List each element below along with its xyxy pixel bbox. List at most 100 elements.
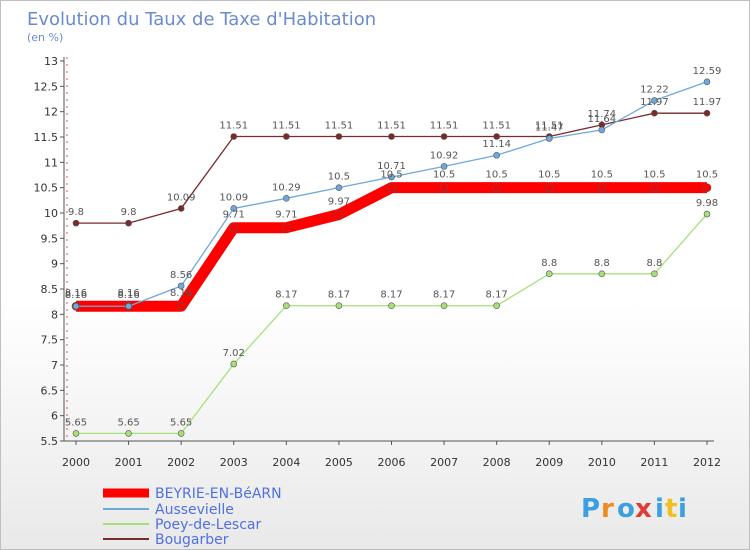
data-label: 8.16: [117, 288, 139, 299]
logo-letter: i: [678, 494, 687, 524]
data-point: [283, 195, 290, 202]
data-point: [651, 270, 658, 278]
data-label: 11.51: [272, 120, 301, 131]
data-point: [651, 109, 658, 117]
data-point: [72, 219, 80, 227]
y-tick-label: 7.5: [41, 334, 59, 347]
y-tick-label: 6.5: [41, 384, 59, 397]
data-point: [125, 430, 132, 437]
data-label: 8.16: [117, 290, 139, 301]
data-label: 8.16: [65, 290, 87, 301]
data-point: [651, 97, 658, 104]
data-label: 8.56: [170, 270, 192, 281]
data-label: 12.59: [693, 66, 722, 77]
x-tick-label: 2010: [588, 456, 616, 469]
logo-letter: x: [635, 494, 652, 524]
data-point: [440, 133, 448, 140]
x-tick-label: 2001: [115, 456, 143, 469]
data-point: [544, 183, 554, 192]
data-label: 9.97: [328, 197, 350, 208]
data-label: 11.64: [588, 114, 617, 125]
data-label: 10.5: [486, 170, 508, 181]
data-point: [440, 163, 448, 170]
data-label: 9.71: [223, 210, 245, 221]
y-tick-label: 11: [44, 156, 58, 169]
data-point: [703, 210, 711, 218]
data-point: [229, 223, 239, 232]
x-tick-label: 2002: [167, 456, 195, 469]
y-tick-label: 7: [51, 359, 58, 372]
data-label: 10.29: [272, 182, 301, 193]
y-tick-label: 9: [51, 258, 58, 271]
data-label: 9.8: [121, 207, 137, 218]
chart-subtitle: (en %): [27, 31, 63, 44]
data-point: [230, 133, 238, 140]
data-point: [440, 302, 448, 310]
data-point: [387, 183, 396, 192]
data-label: 10.5: [380, 170, 402, 181]
data-point: [72, 430, 80, 437]
data-point: [493, 151, 500, 159]
data-point: [545, 270, 553, 278]
data-point: [598, 270, 606, 278]
data-label: 11.47: [535, 123, 564, 134]
y-tick-label: 9.5: [41, 232, 59, 245]
data-label: 8.8: [594, 258, 610, 269]
x-tick-label: 2004: [272, 456, 300, 469]
data-label: 8.17: [328, 290, 350, 301]
data-label: 9.71: [275, 210, 297, 221]
axes: 5.5 6 6.5 7 7.5 8 8.5 9 9.5 10 10.5 11 11.5 12 12.5 13 2…: [34, 55, 722, 469]
data-label: 8.16: [65, 288, 87, 299]
y-tick-label: 10.5: [34, 182, 59, 195]
data-label: 10.5: [643, 170, 665, 181]
legend-label: Aussevielle: [155, 502, 234, 518]
data-point: [597, 183, 607, 192]
data-point: [125, 219, 132, 227]
y-tick-label: 5.5: [41, 435, 59, 448]
data-label: 10.5: [433, 170, 455, 181]
data-point: [439, 183, 449, 192]
data-label: 11.51: [482, 120, 511, 131]
data-label: 10.71: [377, 161, 406, 172]
data-label: 11.97: [640, 97, 669, 108]
x-tick-label: 2003: [220, 456, 248, 469]
data-label: 10.09: [167, 192, 196, 203]
y-tick-label: 10: [44, 207, 58, 220]
data-point: [334, 210, 344, 219]
data-label: 10.92: [430, 150, 459, 161]
data-point: [230, 205, 238, 212]
data-point: [177, 205, 185, 212]
data-point: [125, 302, 132, 310]
data-label: 10.5: [538, 170, 560, 181]
data-label: 12.22: [640, 85, 669, 96]
logo-letter: o: [617, 494, 635, 524]
data-point: [72, 302, 80, 310]
data-point: [598, 126, 606, 134]
data-point: [388, 173, 395, 181]
data-point: [283, 133, 290, 140]
series-line-2: [76, 213, 708, 435]
chart-title: Evolution du Taux de Taxe d'Habitation: [27, 9, 376, 30]
data-point: [176, 301, 186, 311]
data-point: [335, 302, 343, 310]
data-label: 8.8: [646, 258, 662, 269]
data-label: 7.02: [223, 348, 245, 359]
data-label: 10.5: [328, 172, 350, 183]
data-point: [283, 302, 290, 310]
data-label: 10.5: [696, 170, 718, 181]
x-tick-label: 2008: [483, 456, 511, 469]
x-tick-label: 2006: [378, 456, 406, 469]
x-tick-label: 2012: [693, 456, 721, 469]
data-point: [702, 183, 712, 192]
x-tick-label: 2005: [325, 456, 353, 469]
x-tick-label: 2009: [535, 456, 563, 469]
data-point: [703, 109, 711, 117]
data-point: [703, 78, 711, 86]
series-layer: [71, 78, 712, 437]
data-point: [230, 360, 238, 368]
data-label: 11.97: [693, 97, 722, 108]
data-point: [282, 223, 291, 232]
data-point: [545, 135, 553, 142]
